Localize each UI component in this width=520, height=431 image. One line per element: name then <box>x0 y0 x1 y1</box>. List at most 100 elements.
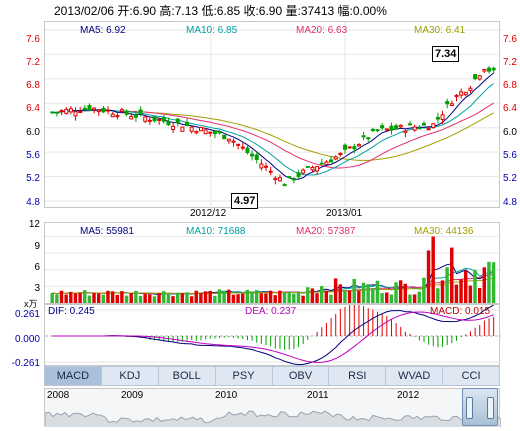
volume-bar <box>222 290 226 303</box>
volume-bar <box>245 289 250 303</box>
timeline-year-2011: 2011 <box>307 390 329 401</box>
vol-ma30-label: MA30: 44136 <box>414 226 474 237</box>
candle-body <box>426 128 431 131</box>
tab-boll[interactable]: BOLL <box>159 367 216 385</box>
candle-body <box>301 169 306 174</box>
volume-bar <box>463 270 468 303</box>
volume-bar <box>459 279 463 303</box>
candle-body <box>147 119 152 122</box>
candle-body <box>338 152 343 155</box>
tab-cci[interactable]: CCI <box>461 370 481 382</box>
volume-bar <box>450 247 454 303</box>
volume-bar <box>352 278 356 303</box>
candle-body <box>361 135 366 138</box>
candle-body <box>240 146 245 149</box>
candle-body <box>217 131 222 134</box>
candle-body <box>231 140 236 143</box>
volume-bar <box>87 295 92 303</box>
candle-body <box>366 137 371 140</box>
candle-body <box>403 130 408 133</box>
range-right-grip[interactable] <box>487 397 494 419</box>
volume-bar <box>477 288 482 303</box>
volume-bar <box>166 294 171 303</box>
volume-bars <box>45 236 501 303</box>
candle-body <box>487 67 492 72</box>
candle-body <box>287 176 292 179</box>
volume-bar <box>282 292 287 303</box>
volume-bar <box>175 292 180 303</box>
volume-bar <box>361 282 366 303</box>
volume-bar <box>389 294 394 303</box>
candle-body <box>64 108 69 114</box>
timeline-year-2012: 2012 <box>397 390 420 401</box>
volume-bar <box>115 294 119 303</box>
candle-body <box>68 108 73 113</box>
range-left-grip[interactable] <box>466 397 473 419</box>
candle-body <box>152 116 157 122</box>
candle-body <box>203 129 208 135</box>
volume-bar <box>227 289 231 303</box>
price-tick-right-1: 7.2 <box>503 57 517 68</box>
candle-body <box>343 144 348 150</box>
candle-body <box>115 115 120 118</box>
volume-bar <box>482 267 487 303</box>
volume-chart-panel[interactable] <box>44 222 501 304</box>
candle-body <box>435 116 440 120</box>
candle-body <box>73 111 78 117</box>
volume-bar <box>440 280 445 303</box>
candle-body <box>356 144 361 147</box>
candle-body <box>198 126 203 132</box>
indicator-tabs: MACD KDJ BOLL PSY OBV RSI WVAD CCI <box>44 366 500 386</box>
price-tick-right-4: 6.0 <box>503 127 517 138</box>
volume-bar <box>371 288 375 303</box>
tab-psy[interactable]: PSY <box>216 367 273 385</box>
volume-bar <box>208 290 212 303</box>
price-ma20-label: MA20: 6.63 <box>296 25 348 36</box>
price-ma5-label: MA5: 6.92 <box>80 25 126 36</box>
price-tick-left-4: 6.0 <box>26 127 40 138</box>
timeline-navigator[interactable]: 2008 2009 2010 2011 2012 <box>44 388 501 427</box>
candle-body <box>236 143 241 146</box>
volume-bar <box>324 290 329 303</box>
price-tick-left-0: 7.6 <box>26 34 40 45</box>
volume-bar <box>259 293 264 303</box>
volume-bar <box>231 294 236 303</box>
candle-body <box>421 123 426 126</box>
volume-bar <box>273 295 277 303</box>
volume-bar <box>250 291 254 303</box>
candle-body <box>78 111 83 114</box>
timeline-range-handle[interactable] <box>462 388 498 426</box>
tab-wvad[interactable]: WVAD <box>386 367 444 385</box>
volume-bar <box>199 293 203 303</box>
candle-body <box>417 127 422 130</box>
candle-body <box>291 177 296 181</box>
volume-bar <box>194 290 198 303</box>
volume-bar <box>422 277 426 303</box>
volume-bar <box>101 294 106 303</box>
macd-value-label: MACD: 0.015 <box>430 306 491 317</box>
moving-average-line <box>52 109 494 161</box>
candle-body <box>333 156 338 160</box>
candle-body <box>375 129 380 132</box>
candle-body <box>124 110 129 115</box>
tab-obv[interactable]: OBV <box>273 367 330 385</box>
vol-ma20-label: MA20: 57387 <box>296 226 356 237</box>
price-tick-left-3: 6.4 <box>26 103 40 114</box>
price-chart-panel[interactable] <box>44 21 501 209</box>
volume-bar <box>394 282 398 303</box>
candle-body <box>59 110 64 113</box>
macd-chart-panel[interactable] <box>44 304 501 366</box>
candle-body <box>412 126 417 131</box>
candle-body <box>347 146 352 149</box>
candle-body <box>54 111 59 114</box>
price-tick-right-2: 6.8 <box>503 80 517 91</box>
volume-bar <box>292 293 296 303</box>
timeline-overview-chart <box>45 410 501 427</box>
tab-macd[interactable]: MACD <box>45 367 102 385</box>
min-price-tag: 4.97 <box>231 193 259 209</box>
tab-rsi[interactable]: RSI <box>329 367 387 385</box>
tab-kdj[interactable]: KDJ <box>102 367 159 385</box>
volume-bar <box>403 283 408 303</box>
volume-bar <box>426 250 431 303</box>
candle-body <box>273 177 278 181</box>
